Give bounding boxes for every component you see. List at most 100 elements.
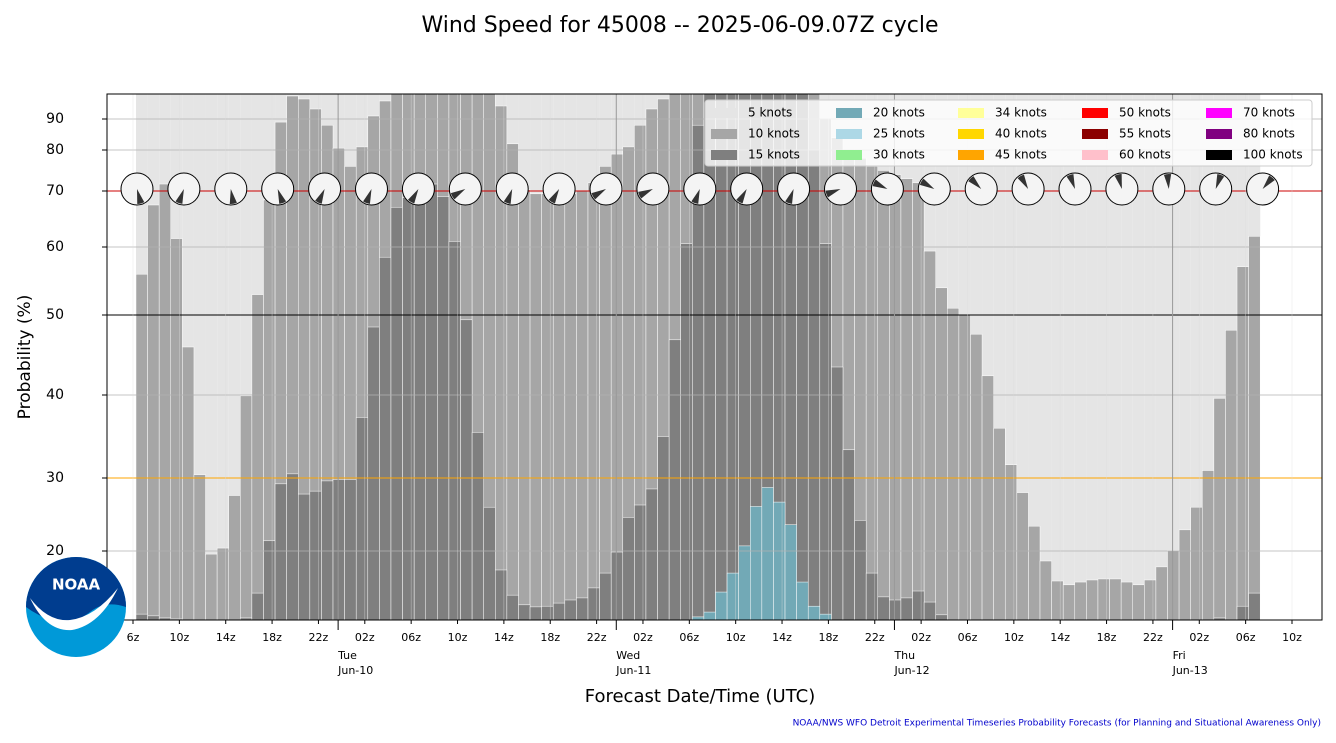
bar: [506, 143, 519, 620]
bar: [309, 490, 322, 620]
bar: [1167, 550, 1180, 620]
y-axis-label: Probability (%): [15, 295, 35, 420]
logo-text: NOAA: [52, 576, 101, 594]
wind-wedge: [785, 189, 794, 204]
x-tick-label: 18z: [1097, 631, 1117, 644]
legend-label: 60 knots: [1119, 148, 1171, 162]
bar: [1097, 94, 1110, 620]
legend-swatch: [1082, 150, 1108, 160]
day-label: Jun-12: [893, 664, 929, 677]
bar: [170, 238, 183, 620]
wind-wedge: [137, 189, 145, 204]
bar: [1167, 94, 1180, 620]
bar-layer: [135, 94, 1261, 620]
wind-wedge: [363, 189, 372, 204]
bar: [634, 504, 647, 620]
bar: [321, 480, 334, 620]
wind-wedge: [315, 189, 325, 204]
bar: [993, 94, 1006, 620]
bar: [1109, 94, 1122, 620]
bar: [576, 190, 589, 620]
bar: [738, 545, 751, 620]
axes: 20 30 40 50 60 70 80 90 6z 10z 14z 18z 22z 02z 06z 10z 1…: [46, 111, 1302, 677]
x-tick-label: 22z: [309, 631, 329, 644]
bar: [413, 183, 426, 620]
bar: [286, 473, 299, 620]
bar: [240, 395, 253, 620]
x-tick-label: 14z: [1050, 631, 1070, 644]
legend-label: 100 knots: [1243, 148, 1303, 162]
x-tick-label: 02z: [911, 631, 931, 644]
legend-label: 70 knots: [1243, 106, 1295, 120]
bar: [587, 587, 600, 620]
bar: [854, 520, 867, 620]
wind-wedge: [548, 189, 560, 204]
legend-label: 45 knots: [995, 148, 1047, 162]
wind-wedge: [503, 189, 513, 204]
bar: [1051, 580, 1064, 620]
wind-wedge: [1114, 174, 1122, 189]
bar: [552, 602, 566, 620]
wind-wedge: [1017, 174, 1029, 189]
bar: [1074, 94, 1087, 620]
bar: [402, 197, 415, 620]
bar: [1236, 605, 1249, 620]
bar: [1097, 578, 1110, 620]
bar: [182, 346, 195, 620]
bar: [158, 183, 172, 620]
bar: [147, 615, 160, 620]
bar: [1051, 94, 1064, 620]
bar: [367, 326, 380, 620]
wind-wedge: [277, 189, 287, 204]
bar: [1062, 584, 1076, 620]
bar: [1202, 470, 1215, 620]
bar: [970, 333, 983, 620]
bar: [205, 94, 218, 620]
bar: [495, 569, 508, 620]
bar: [1236, 266, 1249, 620]
legend-swatch: [711, 150, 737, 160]
bar: [135, 613, 148, 620]
bar: [1132, 94, 1145, 620]
wind-wedge: [591, 189, 606, 200]
chart-title: Wind Speed for 45008 -- 2025-06-09.07Z c…: [421, 13, 938, 38]
bar: [610, 153, 624, 620]
bar: [981, 375, 994, 620]
bar: [1028, 94, 1041, 620]
bar: [147, 204, 160, 620]
legend-label: 80 knots: [1243, 127, 1295, 141]
bar: [865, 572, 878, 620]
wind-wedge: [968, 176, 982, 189]
x-tick-label: 10z: [726, 631, 746, 644]
bar: [889, 599, 902, 620]
day-label: Wed: [616, 649, 640, 662]
x-tick-label: 06z: [1236, 631, 1256, 644]
bar: [251, 294, 264, 620]
bar: [1155, 94, 1168, 620]
wind-wedge: [919, 178, 935, 189]
legend-label: 55 knots: [1119, 127, 1171, 141]
logo-gull: [30, 588, 118, 631]
bar: [912, 590, 925, 620]
bar: [599, 166, 612, 620]
bar: [784, 524, 797, 620]
bar: [935, 614, 948, 620]
wind-roses: [120, 172, 1280, 206]
bar: [865, 166, 878, 620]
wind-wedge: [825, 189, 841, 198]
bar: [877, 596, 890, 620]
bar: [1178, 529, 1191, 620]
wind-wedge: [1215, 174, 1225, 189]
day-label: Jun-13: [1172, 664, 1208, 677]
legend-swatch: [958, 150, 984, 160]
bar: [274, 483, 287, 620]
bar: [552, 194, 566, 620]
x-tick-label: 02z: [1189, 631, 1209, 644]
bar: [437, 196, 450, 620]
bar: [599, 572, 612, 620]
bar: [807, 149, 821, 620]
bar: [425, 183, 438, 620]
legend-swatch: [836, 150, 862, 160]
bar: [135, 273, 148, 620]
